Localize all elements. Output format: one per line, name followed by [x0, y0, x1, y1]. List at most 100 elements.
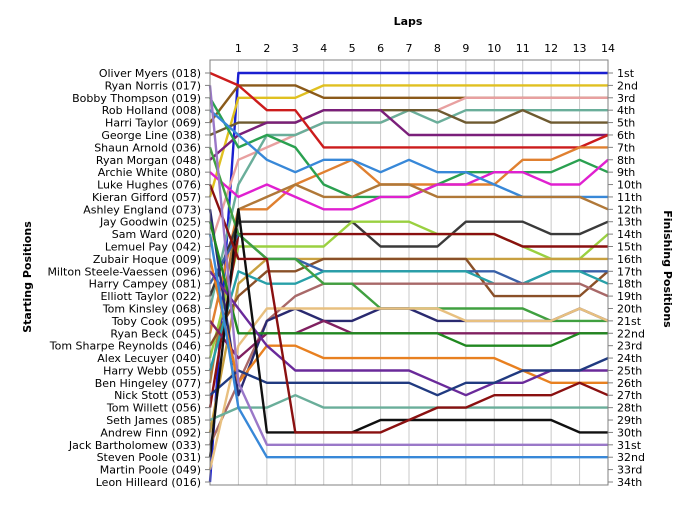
lap-tick-label: 2: [263, 42, 270, 55]
finishing-position-label: 22nd: [617, 327, 645, 340]
starting-position-label: Seth James (085): [106, 414, 201, 427]
driver-position-line: [208, 183, 609, 383]
driver-position-line: [209, 357, 609, 397]
starting-position-label: Zubair Hoque (009): [93, 253, 201, 266]
finishing-position-label: 16th: [617, 253, 642, 266]
starting-position-label: Tom Willett (056): [106, 402, 201, 415]
driver-position-line: [208, 220, 609, 297]
finishing-position-label: 14th: [617, 228, 642, 241]
lap-tick-label: 3: [292, 42, 299, 55]
finishing-position-label: 31st: [617, 439, 642, 452]
finishing-position-label: 7th: [617, 141, 635, 154]
finishing-position-label: 19th: [617, 290, 642, 303]
finishing-position-label: 29th: [617, 414, 642, 427]
finishing-position-label: 17th: [617, 265, 642, 278]
lap-tick-label: 13: [573, 42, 587, 55]
starting-position-label: George Line (038): [101, 129, 201, 142]
finishing-position-label: 12th: [617, 203, 642, 216]
starting-position-label: Tom Kinsley (068): [102, 302, 201, 315]
finishing-position-label: 1st: [617, 67, 635, 80]
finishing-position-label: 26th: [617, 377, 642, 390]
starting-position-label: Ashley England (073): [83, 203, 201, 216]
starting-position-label: Andrew Finn (092): [100, 426, 201, 439]
starting-position-label: Jay Goodwin (025): [99, 216, 201, 229]
starting-position-label: Milton Steele-Vaessen (096): [47, 265, 201, 278]
plot-area-frame: [209, 59, 609, 486]
lap-tick-label: 7: [406, 42, 413, 55]
lap-tick-label: 6: [377, 42, 384, 55]
x-axis-title: Laps: [394, 15, 423, 28]
starting-position-label: Lemuel Pay (042): [105, 241, 201, 254]
finishing-position-label: 9th: [617, 166, 635, 179]
starting-position-label: Nick Stott (053): [114, 389, 201, 402]
starting-position-label: Luke Hughes (076): [97, 179, 201, 192]
starting-position-label: Oliver Myers (018): [99, 67, 201, 80]
driver-position-line: [208, 307, 609, 470]
starting-position-label: Tom Sharpe Reynolds (046): [49, 340, 201, 353]
starting-position-label: Archie White (080): [98, 166, 201, 179]
finishing-position-label: 3rd: [617, 92, 635, 105]
lap-tick-label: 14: [601, 42, 615, 55]
starting-position-label: Shaun Arnold (036): [94, 141, 201, 154]
lap-tick-label: 1: [235, 42, 242, 55]
driver-position-line: [208, 84, 608, 198]
starting-position-label: Sam Ward (020): [112, 228, 201, 241]
driver-position-line: [208, 85, 608, 446]
finishing-position-label: 23rd: [617, 340, 642, 353]
driver-position-line: [209, 270, 608, 397]
lap-tick-label: 10: [487, 42, 501, 55]
right-axis-title: Finishing Positions: [661, 210, 674, 328]
driver-position-line: [208, 71, 608, 483]
driver-position-line: [209, 108, 608, 161]
finishing-position-label: 21st: [617, 315, 642, 328]
finishing-position-label: 5th: [617, 117, 635, 130]
lap-tick-label: 9: [462, 42, 469, 55]
driver-position-line: [209, 158, 609, 211]
finishing-position-label: 20th: [617, 302, 642, 315]
finishing-position-label: 10th: [617, 179, 642, 192]
driver-position-line: [208, 233, 608, 459]
starting-position-label: Leon Hilleard (016): [96, 476, 201, 489]
finishing-position-label: 11th: [617, 191, 642, 204]
driver-position-line: [208, 220, 609, 359]
starting-position-label: Kieran Gifford (057): [92, 191, 201, 204]
finishing-position-label: 32nd: [617, 451, 645, 464]
left-axis-title: Starting Positions: [21, 221, 34, 333]
starting-position-label: Toby Cook (095): [111, 315, 201, 328]
finishing-position-label: 33rd: [617, 464, 642, 477]
finishing-position-label: 4th: [617, 104, 635, 117]
finishing-position-label: 13th: [617, 216, 642, 229]
driver-position-line: [209, 394, 608, 422]
lap-tick-label: 12: [544, 42, 558, 55]
finishing-position-label: 8th: [617, 154, 635, 167]
starting-position-label: Ryan Beck (045): [110, 327, 201, 340]
driver-position-line: [208, 257, 609, 347]
finishing-position-label: 15th: [617, 241, 642, 254]
finishing-position-label: 6th: [617, 129, 635, 142]
lap-tick-label: 11: [516, 42, 530, 55]
lap-tick-label: 4: [320, 42, 327, 55]
driver-position-line: [208, 232, 608, 408]
finishing-position-label: 24th: [617, 352, 642, 365]
driver-position-line: [208, 270, 609, 371]
starting-position-label: Jack Bartholomew (033): [68, 439, 201, 452]
series-lines: [208, 71, 609, 483]
finishing-position-label: 27th: [617, 389, 642, 402]
starting-position-label: Ryan Morgan (048): [96, 154, 201, 167]
driver-position-line: [208, 184, 609, 434]
finishing-position-label: 34th: [617, 476, 642, 489]
finishing-position-label: 25th: [617, 364, 642, 377]
finishing-position-label: 18th: [617, 278, 642, 291]
lap-tick-label: 5: [349, 42, 356, 55]
finishing-position-label: 2nd: [617, 79, 638, 92]
starting-position-label: Rob Holland (008): [102, 104, 201, 117]
lap-tick-label: 8: [434, 42, 441, 55]
starting-position-label: Harry Webb (055): [103, 364, 201, 377]
starting-position-label: Harri Taylor (069): [105, 117, 201, 130]
driver-position-line: [208, 258, 608, 384]
starting-position-label: Steven Poole (031): [97, 451, 201, 464]
starting-position-label: Harry Campey (081): [89, 278, 201, 291]
starting-position-label: Ryan Norris (017): [105, 79, 201, 92]
